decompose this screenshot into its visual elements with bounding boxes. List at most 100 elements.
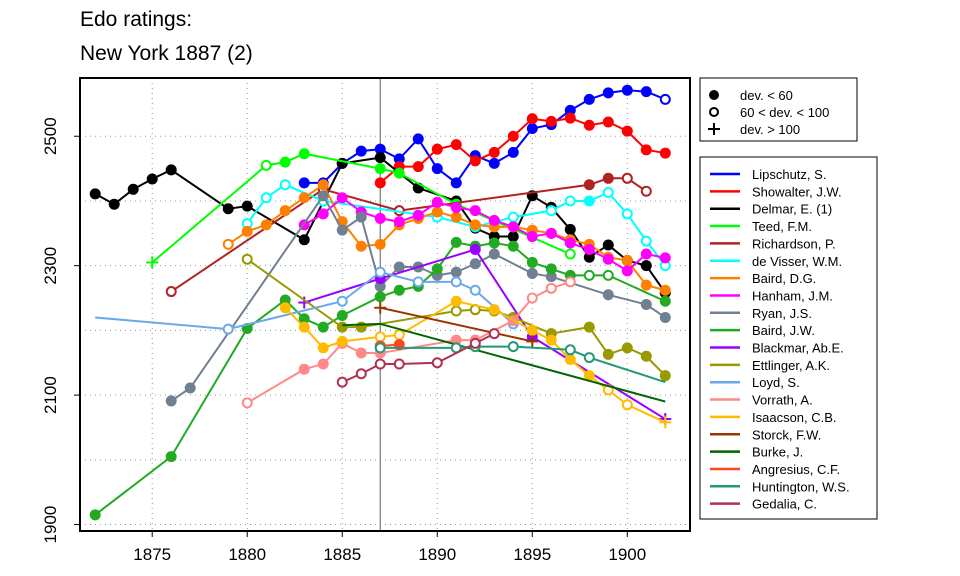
data-point-filled <box>640 144 652 156</box>
data-point-open <box>659 93 671 105</box>
data-point-filled <box>526 113 538 125</box>
data-point-filled <box>450 177 462 189</box>
data-point-open <box>165 286 177 298</box>
series-legend-label: Lipschutz, S. <box>752 167 826 182</box>
data-point-filled <box>412 161 424 173</box>
data-point-open <box>564 344 576 356</box>
data-point-open <box>640 235 652 247</box>
data-point-filled <box>488 248 500 260</box>
x-tick-label: 1880 <box>228 545 266 564</box>
series-line <box>304 89 666 185</box>
series-legend-label: Teed, F.M. <box>752 219 812 234</box>
series-Burke, J. <box>342 322 666 403</box>
data-point-open <box>374 266 386 278</box>
data-point-open <box>507 211 519 223</box>
data-point-filled <box>127 183 139 195</box>
data-point-open <box>393 358 405 370</box>
series-legend-label: Baird, D.G. <box>752 271 816 286</box>
data-point-filled <box>469 205 481 217</box>
data-point-filled <box>640 299 652 310</box>
data-point-filled <box>165 451 177 463</box>
data-point-filled <box>469 243 481 255</box>
series-legend-label: Vorrath, A. <box>752 393 813 408</box>
data-point-filled <box>583 195 595 207</box>
x-tick-label: 1890 <box>418 545 456 564</box>
data-point-filled <box>298 148 310 160</box>
data-point-filled <box>165 164 177 176</box>
data-point-filled <box>583 321 595 333</box>
data-point-open <box>564 276 576 288</box>
series-legend-label: Ryan, J.S. <box>752 306 812 321</box>
marker-legend-label: dev. > 100 <box>740 122 800 137</box>
data-point-filled <box>507 130 519 142</box>
data-point-filled <box>602 289 614 301</box>
series-Richardson, P. <box>165 172 652 298</box>
data-point-filled <box>431 263 443 275</box>
data-point-open <box>374 331 386 343</box>
data-point-filled <box>374 163 386 175</box>
data-point-filled <box>241 225 253 237</box>
data-point-filled <box>602 253 614 265</box>
series-line <box>342 322 666 403</box>
data-point-filled <box>374 152 386 164</box>
data-point-filled <box>374 212 386 224</box>
data-point-filled <box>526 256 538 268</box>
data-point-open <box>431 357 443 369</box>
data-point-filled <box>469 219 481 231</box>
data-point-open <box>260 159 272 171</box>
series-legend-label: Isaacson, C.B. <box>752 410 837 425</box>
data-point-open <box>450 305 462 317</box>
data-point-filled <box>165 395 177 407</box>
series-Gedalia, C. <box>336 328 500 388</box>
data-point-filled <box>507 240 519 252</box>
data-point-open <box>393 329 405 341</box>
y-tick-label: 2500 <box>41 117 60 155</box>
data-point-filled <box>336 310 348 322</box>
data-point-filled <box>450 211 462 223</box>
data-point-filled <box>393 261 405 273</box>
data-point-open <box>241 253 253 265</box>
data-point-filled <box>393 284 405 296</box>
series-line <box>379 117 666 184</box>
data-point-filled <box>317 342 329 354</box>
axis-layer: 1875 1880 1885 1890 1895 1900 1900 2100 2300 2500 <box>41 117 646 564</box>
data-point-filled <box>583 119 595 131</box>
data-point-filled <box>621 125 633 137</box>
data-point-open <box>602 269 614 281</box>
series-line <box>380 345 666 384</box>
data-point-filled <box>507 221 519 233</box>
data-point-open <box>545 282 557 294</box>
data-point-filled <box>146 173 158 185</box>
data-point-filled <box>279 302 291 314</box>
data-point-open <box>709 107 719 117</box>
data-point-filled <box>412 133 424 145</box>
series-legend-label: Delmar, E. (1) <box>752 202 832 217</box>
data-point-filled <box>526 324 538 336</box>
data-point-open <box>621 208 633 220</box>
data-point-open <box>640 185 652 197</box>
data-point-filled <box>564 223 576 235</box>
data-point-open <box>564 248 576 260</box>
series-Storck, F.W. <box>374 301 539 348</box>
data-point-filled <box>640 260 652 272</box>
data-point-filled <box>298 321 310 333</box>
data-point-filled <box>583 179 595 191</box>
series-legend-label: Storck, F.W. <box>752 427 821 442</box>
series-legend-label: Richardson, P. <box>752 236 836 251</box>
series-legend: Lipschutz, S. Showalter, J.W. Delmar, E. (… <box>699 156 878 520</box>
data-point-open <box>260 192 272 204</box>
y-tick-label: 2100 <box>41 376 60 414</box>
data-point-filled <box>317 190 329 202</box>
data-point-open <box>564 195 576 207</box>
data-point-filled <box>488 237 500 249</box>
data-point-open <box>279 179 291 191</box>
series-Vorrath, A. <box>241 276 576 409</box>
data-point-filled <box>659 284 671 296</box>
data-point-filled <box>602 348 614 360</box>
data-point-filled <box>298 177 310 189</box>
x-tick-label: 1895 <box>513 545 551 564</box>
data-point-filled <box>564 354 576 366</box>
data-point-filled <box>279 205 291 217</box>
data-point-filled <box>621 254 633 266</box>
